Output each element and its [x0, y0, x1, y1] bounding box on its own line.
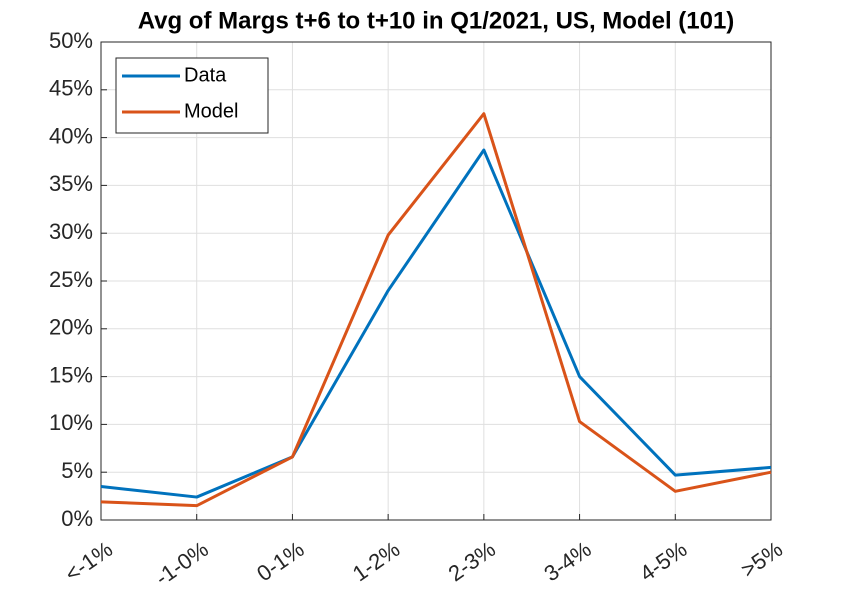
- x-tick-label: 4-5%: [635, 536, 691, 586]
- y-tick-label: 5%: [61, 458, 93, 483]
- y-tick-label: 20%: [49, 315, 93, 340]
- chart-title: Avg of Margs t+6 to t+10 in Q1/2021, US,…: [138, 7, 735, 34]
- x-tick-label: <-1%: [60, 536, 117, 586]
- y-tick-label: 50%: [49, 28, 93, 53]
- y-tick-label: 15%: [49, 362, 93, 387]
- y-tick-label: 10%: [49, 410, 93, 435]
- y-tick-label: 0%: [61, 506, 93, 531]
- y-tick-label: 25%: [49, 267, 93, 292]
- x-tick-label: -1-0%: [151, 536, 213, 590]
- x-tick-label: >5%: [736, 536, 787, 582]
- x-tick-label: 1-2%: [348, 536, 404, 586]
- data-line: [100, 112, 772, 508]
- legend-label: Data: [184, 64, 227, 86]
- y-tick-label: 30%: [49, 219, 93, 244]
- data-line: [100, 148, 772, 499]
- x-tick-label: 2-3%: [444, 536, 500, 586]
- x-tick-label: 0-1%: [252, 536, 308, 586]
- legend-label: Model: [184, 100, 238, 122]
- legend-box: [115, 57, 269, 134]
- y-tick-label: 35%: [49, 171, 93, 196]
- y-tick-label: 45%: [49, 76, 93, 101]
- y-tick-label: 40%: [49, 123, 93, 148]
- x-tick-label: 3-4%: [539, 536, 595, 586]
